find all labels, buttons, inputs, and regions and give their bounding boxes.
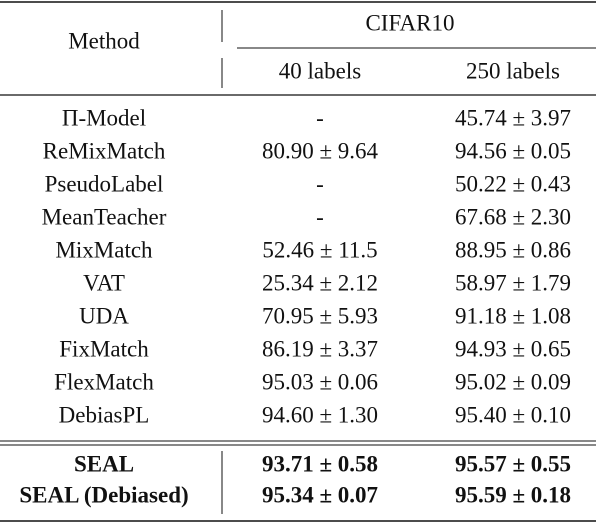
value-cell: 95.40 ± 0.10 xyxy=(455,402,571,427)
value-cell: 94.93 ± 0.65 xyxy=(455,336,571,361)
column-header: 250 labels xyxy=(466,58,560,83)
method-cell: FixMatch xyxy=(59,336,149,361)
value-cell: 80.90 ± 9.64 xyxy=(262,138,379,163)
method-cell: Π-Model xyxy=(62,105,146,130)
method-cell: MixMatch xyxy=(55,237,153,262)
method-cell: FlexMatch xyxy=(54,369,154,394)
method-cell: UDA xyxy=(79,303,129,328)
value-cell: 50.22 ± 0.43 xyxy=(455,171,571,196)
value-cell: - xyxy=(316,204,324,229)
value-cell: 95.02 ± 0.09 xyxy=(455,369,571,394)
value-cell: 45.74 ± 3.97 xyxy=(455,105,571,130)
value-cell: 67.68 ± 2.30 xyxy=(455,204,571,229)
method-cell: SEAL xyxy=(74,451,134,476)
value-cell: 95.59 ± 0.18 xyxy=(455,482,571,507)
method-cell: MeanTeacher xyxy=(42,204,167,229)
method-cell: ReMixMatch xyxy=(43,138,166,163)
method-cell: VAT xyxy=(83,270,125,295)
value-cell: 52.46 ± 11.5 xyxy=(262,237,377,262)
dataset-header: CIFAR10 xyxy=(365,10,454,35)
value-cell: 95.34 ± 0.07 xyxy=(262,482,378,507)
value-cell: 86.19 ± 3.37 xyxy=(262,336,378,361)
value-cell: 70.95 ± 5.93 xyxy=(262,303,378,328)
value-cell: 58.97 ± 1.79 xyxy=(455,270,571,295)
value-cell: 25.34 ± 2.12 xyxy=(262,270,378,295)
value-cell: 91.18 ± 1.08 xyxy=(455,303,571,328)
column-header: 40 labels xyxy=(279,58,361,83)
value-cell: 88.95 ± 0.86 xyxy=(455,237,571,262)
value-cell: - xyxy=(316,171,324,196)
method-cell: PseudoLabel xyxy=(45,171,164,196)
value-cell: 95.03 ± 0.06 xyxy=(262,369,378,394)
value-cell: 94.60 ± 1.30 xyxy=(262,402,378,427)
method-header: Method xyxy=(68,28,140,53)
value-cell: - xyxy=(316,105,324,130)
value-cell: 94.56 ± 0.05 xyxy=(455,138,571,163)
value-cell: 95.57 ± 0.55 xyxy=(455,451,571,476)
method-cell: SEAL (Debiased) xyxy=(19,482,188,507)
method-cell: DebiasPL xyxy=(59,402,150,427)
value-cell: 93.71 ± 0.58 xyxy=(262,451,378,476)
